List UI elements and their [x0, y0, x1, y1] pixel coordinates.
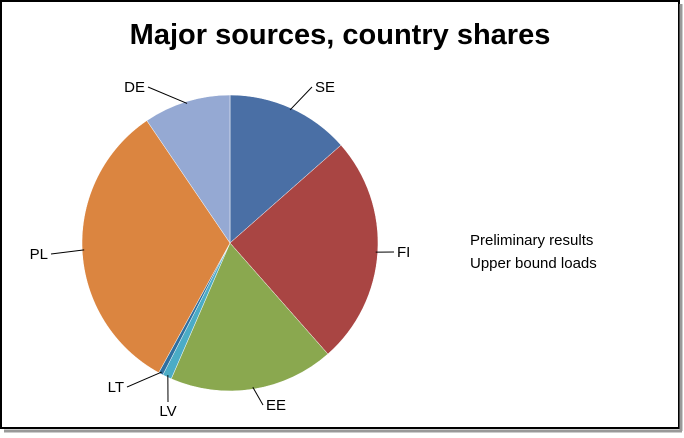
annotation: Preliminary results — [470, 232, 593, 249]
slice-label: LV — [159, 403, 176, 420]
annotation: Upper bound loads — [470, 255, 597, 272]
slice-label: EE — [266, 397, 286, 414]
slice-label: DE — [124, 79, 145, 96]
slice-label: FI — [397, 244, 410, 261]
slice-label: LT — [108, 379, 124, 396]
slice-label: SE — [315, 79, 335, 96]
slice-label: PL — [30, 246, 48, 263]
chart-title: Major sources, country shares — [130, 19, 551, 51]
